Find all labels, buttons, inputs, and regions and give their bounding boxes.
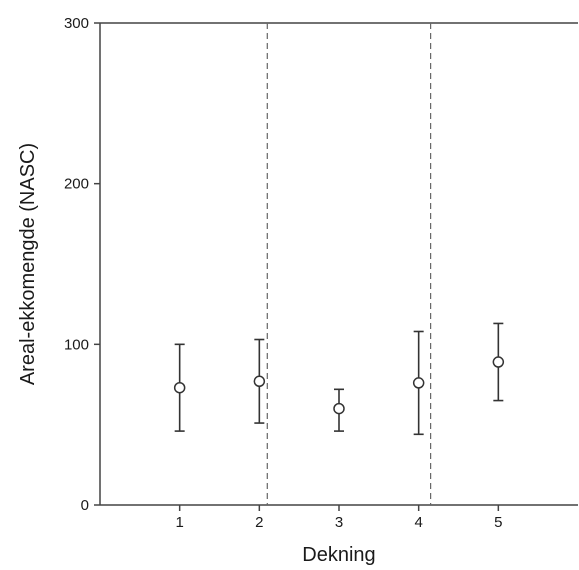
x-tick-label: 1 [175,514,183,531]
data-point [333,388,345,432]
data-point [492,322,505,402]
y-tick-label: 300 [64,15,89,32]
point-marker [173,381,186,394]
data-point [173,343,186,432]
x-axis-ticks: 1 2 3 4 5 [175,505,503,531]
plot-frame [99,22,578,506]
x-axis-title: Dekning [302,544,375,566]
reference-lines [266,23,432,505]
data-point [412,330,425,436]
x-tick-label: 3 [335,514,343,531]
point-marker [412,377,425,389]
y-tick-label: 100 [64,336,89,353]
y-tick-label: 200 [64,176,89,193]
point-marker [492,356,505,368]
x-tick-label: 4 [414,514,422,531]
y-axis-title: Areal-ekkomengde (NASC) [17,143,39,385]
data-point [253,338,266,424]
data-points [173,322,505,436]
y-tick-label: 0 [81,497,89,514]
point-marker [253,375,266,388]
point-marker [333,402,345,415]
y-axis-ticks: 0 100 200 300 [64,15,100,514]
x-tick-label: 5 [494,514,502,531]
x-tick-label: 2 [255,514,263,531]
